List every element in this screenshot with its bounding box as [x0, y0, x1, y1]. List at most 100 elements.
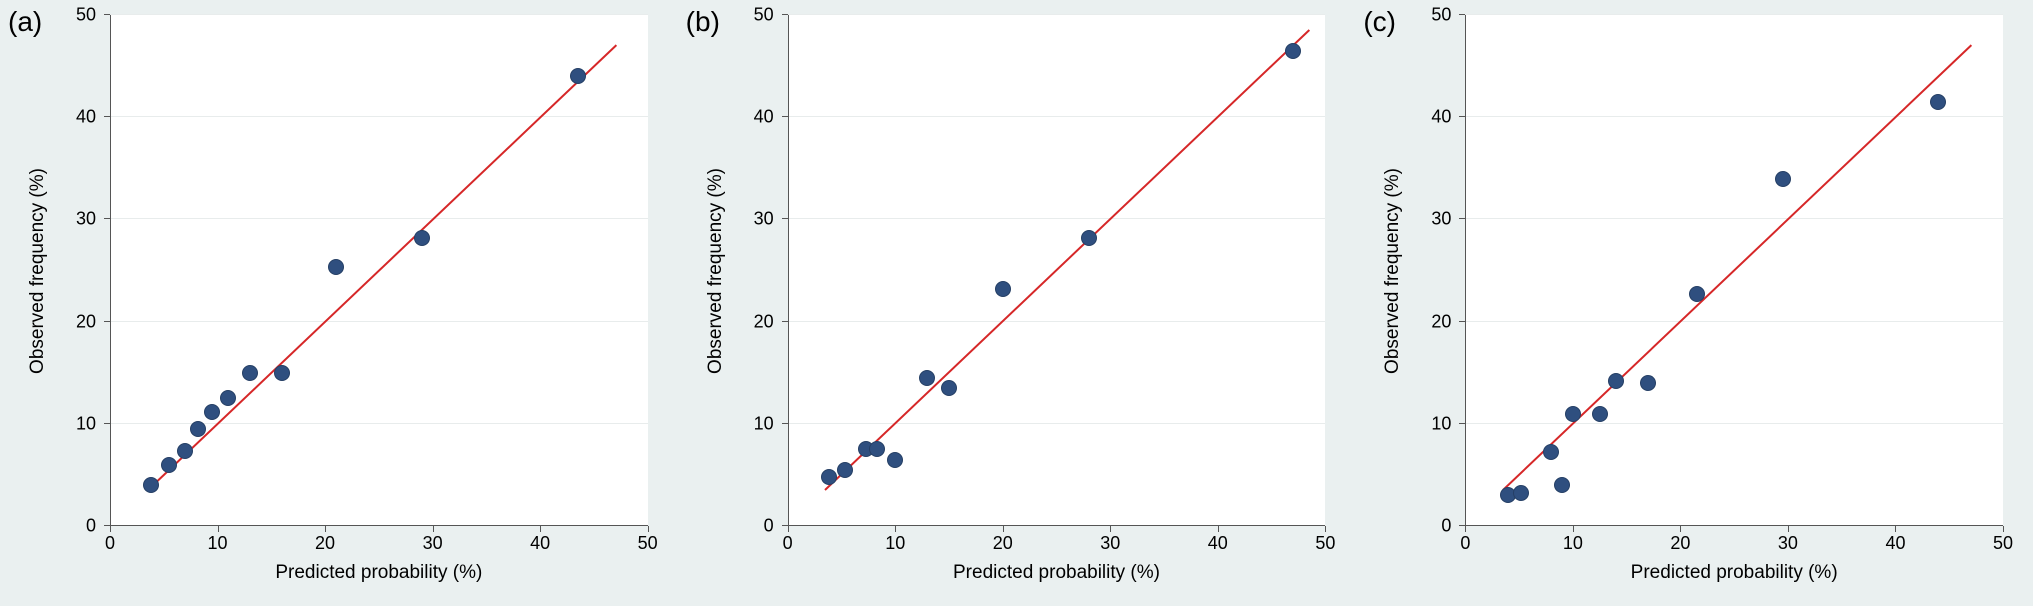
y-axis-title: Observed frequency (%) [27, 168, 49, 374]
grid-line [788, 14, 1326, 15]
x-tick [1895, 526, 1896, 532]
x-tick [1325, 526, 1326, 532]
grid-line [1465, 116, 2003, 117]
fit-line [147, 45, 616, 491]
y-tick-label: 40 [1431, 107, 1451, 128]
x-tick [1788, 526, 1789, 532]
x-tick-label: 50 [1315, 533, 1335, 554]
grid-line [1465, 423, 2003, 424]
x-tick-label: 30 [1100, 533, 1120, 554]
x-tick [1465, 526, 1466, 532]
y-tick-label: 0 [1441, 516, 1451, 537]
data-point [919, 370, 935, 386]
y-tick [104, 218, 110, 219]
y-tick-label: 30 [1431, 209, 1451, 230]
x-tick [110, 526, 111, 532]
y-axis-title: Observed frequency (%) [1382, 168, 1404, 374]
x-tick [788, 526, 789, 532]
grid-line [788, 218, 1326, 219]
data-point [941, 380, 957, 396]
x-axis-title: Predicted probability (%) [1631, 562, 1838, 584]
data-point [869, 441, 885, 457]
x-tick-label: 40 [530, 533, 550, 554]
x-tick [648, 526, 649, 532]
y-tick-label: 10 [1431, 413, 1451, 434]
data-point [1640, 375, 1656, 391]
y-tick [1459, 525, 1465, 526]
data-point [204, 404, 220, 420]
x-tick-label: 50 [1993, 533, 2013, 554]
grid-line [110, 14, 648, 15]
grid-line [788, 116, 1326, 117]
data-point [242, 365, 258, 381]
x-tick-label: 40 [1885, 533, 1905, 554]
panel-c: (c) 0102030405001020304050Predicted prob… [1355, 0, 2033, 606]
data-point [995, 281, 1011, 297]
panel-b: (b) 0102030405001020304050Predicted prob… [678, 0, 1356, 606]
y-tick-label: 20 [754, 311, 774, 332]
y-tick-label: 0 [764, 516, 774, 537]
data-point [414, 230, 430, 246]
x-tick [1573, 526, 1574, 532]
x-tick [1003, 526, 1004, 532]
x-tick-label: 10 [1563, 533, 1583, 554]
y-tick-label: 10 [76, 413, 96, 434]
data-point [274, 365, 290, 381]
data-point [1930, 94, 1946, 110]
y-tick-label: 30 [754, 209, 774, 230]
x-axis [110, 525, 648, 526]
data-point [190, 421, 206, 437]
fit-line [1502, 45, 1971, 491]
y-tick [104, 116, 110, 117]
y-tick [1459, 423, 1465, 424]
data-point [1592, 406, 1608, 422]
x-tick [1680, 526, 1681, 532]
y-tick [782, 116, 788, 117]
panel-label: (a) [8, 6, 42, 38]
data-point [837, 462, 853, 478]
panel-label: (b) [686, 6, 720, 38]
y-tick [1459, 321, 1465, 322]
data-point [1285, 43, 1301, 59]
y-tick [104, 14, 110, 15]
y-tick-label: 10 [754, 413, 774, 434]
y-tick [782, 218, 788, 219]
x-axis-title: Predicted probability (%) [953, 562, 1160, 584]
data-point [1513, 485, 1529, 501]
data-point [220, 390, 236, 406]
panel-label: (c) [1363, 6, 1396, 38]
grid-line [110, 116, 648, 117]
data-point [177, 443, 193, 459]
y-tick-label: 20 [1431, 311, 1451, 332]
data-point [887, 452, 903, 468]
figure: (a) 0102030405001020304050Predicted prob… [0, 0, 2033, 606]
data-point [161, 457, 177, 473]
data-point [570, 68, 586, 84]
y-tick [104, 525, 110, 526]
x-tick-label: 0 [105, 533, 115, 554]
x-tick-label: 0 [1460, 533, 1470, 554]
x-tick-label: 50 [638, 533, 658, 554]
data-point [143, 477, 159, 493]
plot-area: 0102030405001020304050Predicted probabil… [110, 15, 648, 526]
panel-a: (a) 0102030405001020304050Predicted prob… [0, 0, 678, 606]
grid-line [1465, 14, 2003, 15]
x-axis-title: Predicted probability (%) [275, 562, 482, 584]
x-tick [1218, 526, 1219, 532]
y-axis [110, 15, 111, 526]
x-tick-label: 20 [993, 533, 1013, 554]
x-tick [540, 526, 541, 532]
x-tick-label: 0 [783, 533, 793, 554]
x-tick [433, 526, 434, 532]
y-axis [1465, 15, 1466, 526]
grid-line [110, 321, 648, 322]
x-tick [1110, 526, 1111, 532]
y-tick [782, 525, 788, 526]
y-tick-label: 50 [1431, 5, 1451, 26]
x-axis [1465, 525, 2003, 526]
grid-line [788, 423, 1326, 424]
grid-line [788, 321, 1326, 322]
data-point [1565, 406, 1581, 422]
x-tick [2003, 526, 2004, 532]
data-point [1081, 230, 1097, 246]
